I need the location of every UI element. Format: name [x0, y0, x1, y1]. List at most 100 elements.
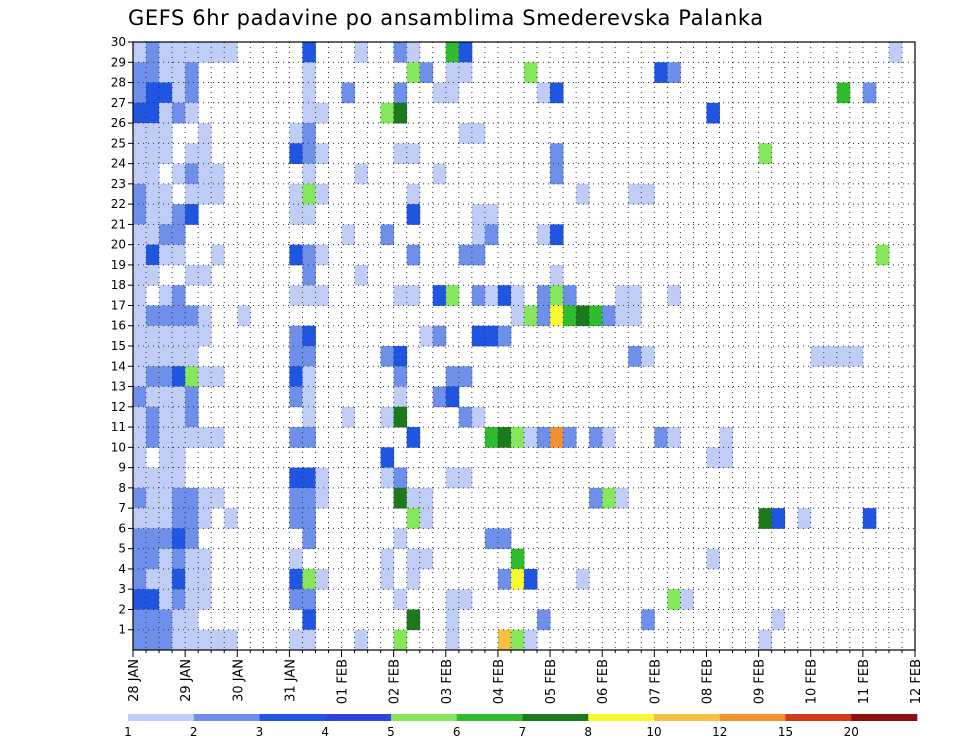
heatmap-cell: [198, 366, 212, 387]
heatmap-cell: [445, 42, 460, 63]
heatmap-cell: [133, 366, 147, 387]
y-tick-label: 28: [111, 76, 126, 90]
heatmap-cell: [211, 427, 225, 448]
heatmap-cell: [211, 183, 225, 205]
heatmap-cell: [550, 224, 564, 246]
heatmap-cell: [497, 285, 512, 306]
heatmap-cell: [289, 346, 303, 367]
heatmap-cell: [406, 427, 421, 448]
heatmap-cell: [510, 629, 525, 651]
heatmap-cell: [419, 487, 434, 509]
heatmap-cell: [563, 305, 577, 327]
heatmap-cell: [524, 62, 538, 83]
y-tick-label: 11: [111, 420, 126, 434]
y-tick-label: 20: [111, 238, 126, 252]
heatmap-cell: [198, 305, 212, 327]
heatmap-cell: [172, 487, 186, 509]
heatmap-cell: [419, 62, 434, 83]
heatmap-cell: [393, 467, 408, 489]
heatmap-cell: [172, 589, 186, 610]
heatmap-cell: [133, 305, 147, 327]
heatmap-cell: [198, 163, 212, 185]
heatmap-cell: [484, 528, 499, 550]
heatmap-cell: [172, 204, 186, 225]
heatmap-cell: [289, 123, 303, 144]
heatmap-cell: [159, 568, 173, 590]
heatmap-cell: [159, 346, 173, 367]
heatmap-cell: [159, 123, 173, 144]
heatmap-cell: [185, 629, 199, 651]
heatmap-cell: [406, 568, 421, 590]
heatmap-cell: [133, 386, 147, 408]
heatmap-cell: [706, 102, 720, 124]
heatmap-cell: [185, 609, 199, 631]
heatmap-cell: [445, 609, 460, 631]
heatmap-cell: [836, 346, 851, 367]
heatmap-cell: [524, 427, 538, 448]
heatmap-cell: [172, 447, 186, 468]
heatmap-cell: [172, 325, 186, 347]
heatmap-cell: [302, 163, 316, 185]
colorbar-label: 8: [584, 725, 592, 739]
y-tick-label: 19: [111, 258, 126, 272]
heatmap-cell: [185, 183, 199, 205]
heatmap-cell: [510, 285, 525, 306]
heatmap-cell: [289, 285, 303, 306]
heatmap-cell: [172, 406, 186, 428]
heatmap-cell: [133, 264, 147, 286]
heatmap-cell: [484, 285, 499, 306]
y-tick-label: 29: [111, 55, 126, 69]
heatmap-cell: [641, 183, 655, 205]
heatmap-cell: [615, 487, 629, 509]
heatmap-cell: [875, 244, 890, 266]
heatmap-cell: [497, 325, 512, 347]
heatmap-cell: [302, 123, 316, 144]
heatmap-cell: [185, 102, 199, 124]
heatmap-cell: [380, 406, 395, 428]
heatmap-cell: [758, 508, 773, 529]
heatmap-cell: [198, 183, 212, 205]
heatmap-cell: [159, 143, 173, 164]
heatmap-cell: [172, 102, 186, 124]
heatmap-cell: [432, 163, 447, 185]
heatmap-cell: [471, 244, 486, 266]
heatmap-cell: [393, 285, 408, 306]
heatmap-cell: [159, 366, 173, 387]
heatmap-cell: [133, 589, 147, 610]
heatmap-cell: [354, 264, 368, 286]
heatmap-cell: [888, 42, 903, 63]
heatmap-cell: [393, 386, 408, 408]
heatmap-cell: [406, 508, 421, 529]
heatmap-cell: [719, 427, 733, 448]
heatmap-cell: [133, 406, 147, 428]
heatmap-cell: [406, 487, 421, 509]
heatmap-cell: [589, 487, 603, 509]
heatmap-cell: [146, 508, 160, 529]
heatmap-cell: [185, 163, 199, 185]
chart-title: GEFS 6hr padavine po ansamblima Smederev…: [128, 6, 764, 30]
heatmap-cell: [289, 244, 303, 266]
heatmap-cell: [589, 305, 603, 327]
heatmap-cell: [341, 224, 355, 246]
heatmap-cell: [576, 305, 590, 327]
heatmap-cell: [185, 528, 199, 550]
heatmap-cell: [406, 548, 421, 570]
heatmap-cell: [602, 427, 616, 448]
heatmap-cell: [185, 366, 199, 387]
heatmap-cell: [615, 305, 629, 327]
heatmap-cell: [315, 467, 329, 489]
colorbar-swatch: [522, 714, 589, 721]
colorbar-legend: 1 2 3 4 5 6 7 8 10 12 15 20: [124, 714, 918, 739]
heatmap-cell: [159, 629, 173, 651]
heatmap-cell: [133, 62, 147, 83]
heatmap-cell: [315, 183, 329, 205]
heatmap-cell: [654, 62, 668, 83]
heatmap-cell: [302, 183, 316, 205]
heatmap-cell: [198, 427, 212, 448]
heatmap-cell: [302, 386, 316, 408]
colorbar-swatch: [785, 714, 852, 721]
heatmap-cell: [458, 42, 473, 63]
heatmap-cell: [146, 568, 160, 590]
heatmap-cell: [146, 62, 160, 83]
